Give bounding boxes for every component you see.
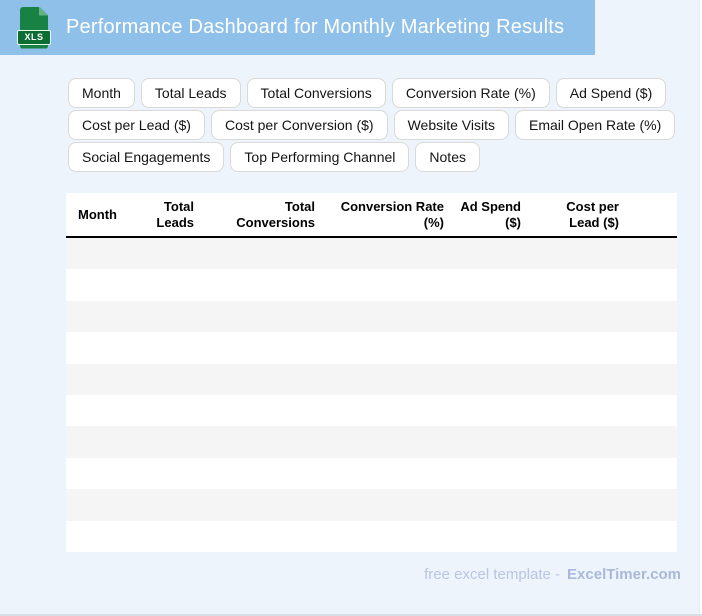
chip-row-3: Social Engagements Top Performing Channe… — [68, 142, 688, 172]
column-header-text: ($) — [505, 214, 521, 230]
chip-social-engagements[interactable]: Social Engagements — [68, 142, 225, 172]
footer-caption: free excel template - — [424, 566, 561, 583]
xls-fold-corner — [39, 6, 48, 16]
table-row — [66, 520, 677, 552]
table-row — [66, 269, 677, 301]
chip-ad-spend[interactable]: Ad Spend ($) — [555, 78, 667, 108]
table-row — [66, 363, 677, 395]
chip-notes[interactable]: Notes — [415, 142, 480, 172]
column-header-month: Month — [66, 193, 144, 236]
table-row — [66, 238, 677, 270]
column-header-ad-spend: Ad Spend ($) — [454, 193, 531, 236]
preview-table: Month Total Leads Total Conversions Conv… — [66, 193, 677, 554]
table-row — [66, 300, 677, 333]
column-header-text: Cost per — [566, 198, 619, 214]
chip-cost-per-lead[interactable]: Cost per Lead ($) — [68, 110, 205, 140]
xls-label-text: XLS — [24, 32, 44, 42]
column-header-text: (%) — [423, 214, 444, 230]
page-right-edge — [699, 0, 702, 616]
chip-total-leads[interactable]: Total Leads — [140, 78, 241, 108]
column-header-conversion-rate: Conversion Rate (%) — [325, 193, 454, 236]
column-header-text: Month — [78, 206, 117, 222]
page-bottom-edge — [0, 614, 702, 616]
footer: free excel template - ExcelTimer.com — [424, 566, 681, 583]
column-header-text: Conversion Rate — [340, 198, 444, 214]
table-header-row: Month Total Leads Total Conversions Conv… — [66, 193, 677, 238]
table-row — [66, 332, 677, 364]
page-title: Performance Dashboard for Monthly Market… — [66, 16, 565, 38]
footer-brand-link[interactable]: ExcelTimer.com — [567, 566, 681, 583]
column-header-total-conversions: Total Conversions — [204, 193, 325, 236]
xls-label: XLS — [17, 29, 51, 45]
table-row — [66, 394, 677, 427]
chip-email-open-rate[interactable]: Email Open Rate (%) — [514, 110, 676, 140]
chip-conversion-rate[interactable]: Conversion Rate (%) — [391, 78, 550, 108]
chip-row-2: Cost per Lead ($) Cost per Conversion ($… — [68, 110, 688, 140]
column-header-text: Total — [284, 198, 315, 214]
column-header-cost-per-conversion: Cost per Conversion ($) — [629, 193, 677, 236]
column-tag-list: Month Total Leads Total Conversions Conv… — [68, 78, 688, 174]
column-header-text: Total — [163, 198, 194, 214]
chip-total-conversions[interactable]: Total Conversions — [246, 78, 386, 108]
chip-website-visits[interactable]: Website Visits — [393, 110, 509, 140]
chip-cost-per-conversion[interactable]: Cost per Conversion ($) — [210, 110, 388, 140]
chip-row-1: Month Total Leads Total Conversions Conv… — [68, 78, 688, 108]
column-header-text: Conversions — [236, 214, 315, 230]
chip-top-performing-channel[interactable]: Top Performing Channel — [230, 142, 410, 172]
xls-file-icon: XLS — [17, 6, 51, 50]
column-header-text: Ad Spend — [460, 198, 521, 214]
chip-month[interactable]: Month — [68, 78, 135, 108]
column-header-text: Lead ($) — [569, 214, 619, 230]
column-header-total-leads: Total Leads — [144, 193, 204, 236]
table-row — [66, 457, 677, 490]
table-row — [66, 489, 677, 521]
column-header-text: Leads — [156, 214, 194, 230]
header-bar: XLS Performance Dashboard for Monthly Ma… — [0, 0, 595, 55]
table-row — [66, 426, 677, 458]
column-header-cost-per-lead: Cost per Lead ($) — [531, 193, 629, 236]
